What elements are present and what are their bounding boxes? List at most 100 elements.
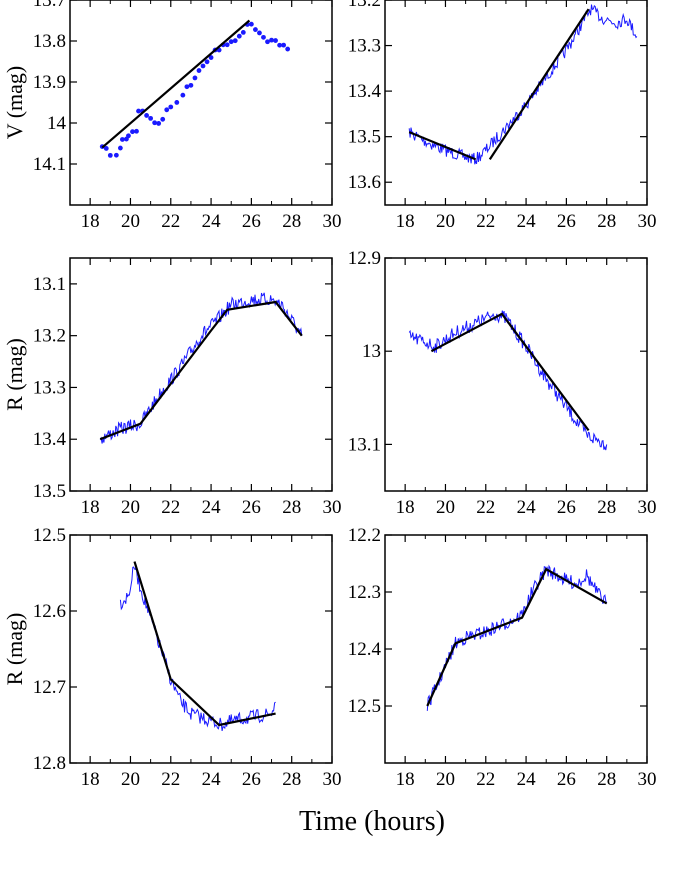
plot-frame [384,534,648,764]
x-tick-label: 24 [517,497,537,518]
y-axis-title: R (mag) [2,338,27,411]
data-point [113,152,119,158]
data-point [208,55,214,60]
y-tick-label: 13 [362,341,381,362]
y-tick-label: 13.7 [33,0,66,11]
data-point [281,42,287,48]
x-tick-label: 22 [476,769,495,790]
x-tick-label: 30 [323,497,342,518]
y-tick-label: 12.2 [348,525,381,546]
plot-frame [384,257,648,492]
x-tick-label: 22 [476,211,495,232]
y-tick-label: 13.3 [33,377,66,398]
x-tick-label: 20 [436,211,455,232]
data-point [200,63,206,69]
x-tick-label: 20 [436,497,455,518]
x-tick-label: 18 [396,769,415,790]
series-group [99,292,303,444]
data-point [273,38,278,43]
plot-frame [69,257,333,492]
data-point [224,42,230,48]
x-tick-label: 18 [396,497,415,518]
data-series-line [408,310,608,451]
x-tick-label: 22 [161,769,180,790]
fit-line [426,567,608,707]
y-tick-label: 12.7 [33,677,66,698]
y-tick-label: 13.1 [348,434,381,455]
fit-line [408,131,477,161]
data-point [204,59,210,65]
y-tick-label: 14.1 [33,154,66,175]
x-tick-label: 22 [476,497,495,518]
fit-line [488,8,590,161]
fit-line [430,312,590,432]
y-tick-label: 13.4 [33,429,67,450]
x-tick-label: 30 [323,769,342,790]
x-tick-label: 24 [202,769,222,790]
fit-line [133,561,276,727]
data-point [126,133,131,139]
x-tick-label: 26 [557,497,576,518]
data-series-line [99,292,303,444]
y-axis-title: R (mag) [2,613,27,686]
x-tick-label: 26 [557,211,576,232]
x-tick-label: 28 [597,769,616,790]
fit-line [101,19,251,149]
y-tick-label: 14 [47,113,67,134]
data-point [117,145,123,151]
y-tick-label: 13.8 [33,31,66,52]
y-tick-label: 12.3 [348,582,381,603]
data-point [277,42,282,48]
x-tick-label: 26 [242,497,261,518]
x-tick-label: 20 [121,769,140,790]
y-tick-label: 12.6 [33,601,66,622]
x-tick-label: 28 [282,497,301,518]
data-point [164,107,170,113]
data-point [240,29,246,35]
series-group [99,19,291,158]
x-tick-label: 22 [161,497,180,518]
x-tick-label: 18 [81,211,100,232]
data-point [136,108,141,114]
plot-frame [69,0,333,206]
series-group [426,564,608,711]
y-tick-label: 13.2 [348,0,381,11]
series-group [119,561,276,732]
x-tick-label: 28 [597,497,616,518]
y-axis-title: V (mag) [2,66,27,140]
plot-frame [69,534,333,764]
x-tick-label: 26 [242,769,261,790]
data-point [248,21,254,27]
x-tick-label: 26 [557,769,576,790]
y-tick-label: 12.4 [348,639,382,660]
y-tick-label: 13.1 [33,274,66,295]
y-tick-label: 12.5 [348,696,381,717]
y-tick-label: 13.5 [348,127,381,148]
data-point [152,120,158,126]
data-point [103,146,109,151]
data-point [269,37,274,43]
x-tick-label: 30 [323,211,342,232]
data-point [236,33,242,39]
x-tick-label: 30 [638,769,657,790]
data-point [168,104,174,110]
data-point [130,129,135,135]
x-tick-label: 30 [638,211,657,232]
data-point [180,92,186,98]
data-point [156,121,162,126]
data-point [232,38,238,44]
series-group [408,310,608,451]
plot-frame [384,0,648,206]
x-tick-label: 20 [121,211,140,232]
y-tick-label: 13.5 [33,481,66,502]
x-tick-label: 26 [242,211,261,232]
data-point [144,113,149,118]
x-tick-label: 18 [396,211,415,232]
data-point [257,30,262,36]
y-tick-label: 13.9 [33,72,66,93]
x-tick-label: 20 [121,497,140,518]
panel-bottom-right: 18 20 22 24 26 28 30 12.2 12.3 12.4 12.5 [348,525,657,790]
data-point [174,100,180,105]
y-tick-label: 12.5 [33,525,66,546]
